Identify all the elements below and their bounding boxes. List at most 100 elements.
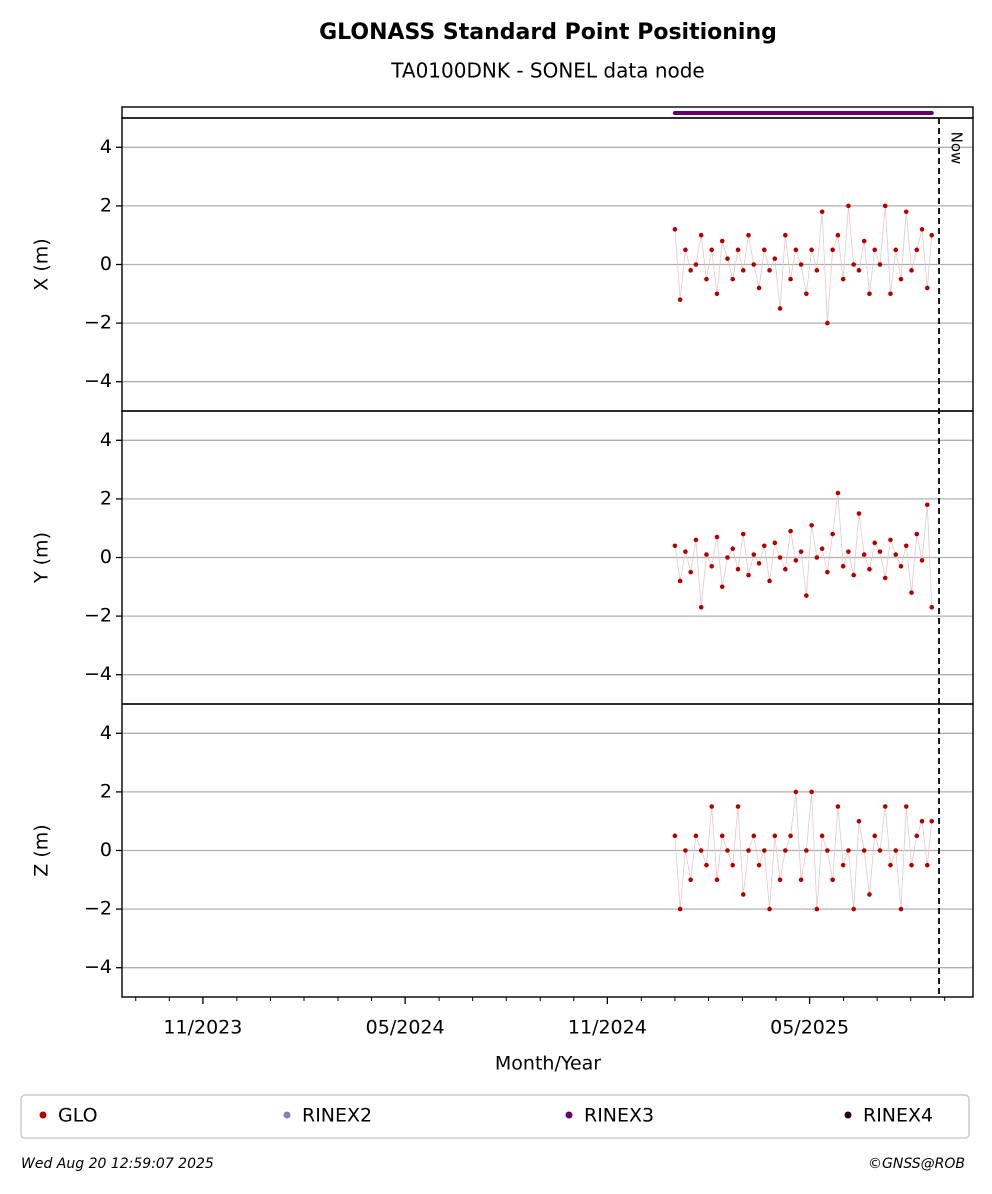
y-tick-label: 4 (100, 136, 112, 158)
data-point (888, 291, 893, 297)
data-point (777, 555, 783, 560)
y-axis-label: X (m) (31, 238, 53, 290)
x-tick-label: 11/2023 (163, 1017, 242, 1039)
legend-marker (565, 1111, 573, 1119)
y-tick-label: 4 (100, 722, 112, 744)
data-point (772, 540, 778, 546)
data-point (672, 227, 678, 232)
y-tick-label: −2 (84, 898, 112, 920)
data-point (856, 511, 862, 516)
data-point (730, 862, 736, 868)
data-point (914, 833, 920, 839)
data-point (756, 285, 762, 291)
data-point (730, 276, 736, 282)
data-point (877, 848, 883, 853)
footer-credit: ©GNSS@ROB (868, 1156, 965, 1172)
data-point (672, 543, 678, 549)
series-line (674, 205, 933, 324)
y-tick-label: −2 (84, 312, 112, 334)
data-point (767, 578, 772, 584)
data-point (804, 848, 809, 853)
data-point (698, 605, 704, 610)
data-point (898, 906, 904, 912)
data-point (914, 531, 920, 537)
data-point (893, 848, 899, 853)
data-point (788, 276, 793, 282)
series-line (674, 492, 933, 608)
data-point (872, 833, 878, 839)
data-point (882, 804, 888, 809)
data-point (704, 862, 709, 868)
data-point (746, 572, 751, 578)
data-point (903, 543, 909, 549)
data-point (924, 862, 930, 868)
data-point (882, 203, 888, 209)
now-label: Now (948, 132, 966, 165)
data-point (798, 262, 804, 267)
data-point (772, 833, 778, 839)
data-point (867, 566, 872, 572)
chart-subtitle: TA0100DNK - SONEL data node (390, 59, 705, 83)
data-point (840, 862, 846, 868)
chart-title: GLONASS Standard Point Positioning (319, 20, 777, 45)
data-point (783, 232, 788, 238)
y-tick-label: −4 (84, 370, 112, 392)
data-point (698, 848, 704, 853)
data-point (909, 268, 914, 273)
data-point (714, 877, 720, 883)
data-point (872, 540, 878, 546)
data-point (924, 502, 930, 508)
data-point (788, 528, 793, 534)
data-point (893, 552, 899, 557)
data-point (898, 276, 904, 282)
series-line (674, 791, 933, 910)
data-point (777, 306, 783, 311)
legend-label: GLO (58, 1105, 98, 1127)
data-point (746, 848, 751, 853)
data-point (898, 563, 904, 569)
data-point (804, 593, 809, 598)
data-point (903, 804, 909, 809)
panel-frame (121, 703, 974, 998)
data-point (693, 537, 699, 543)
y-tick-label: −2 (84, 605, 112, 627)
data-point (793, 247, 799, 253)
data-point (751, 552, 757, 557)
data-point (851, 572, 856, 578)
data-point (683, 247, 688, 253)
data-point (809, 522, 814, 528)
data-point (677, 297, 683, 302)
data-point (861, 238, 867, 244)
data-point (698, 232, 704, 238)
data-point (840, 563, 846, 569)
data-point (677, 578, 683, 584)
legend-marker (844, 1111, 852, 1119)
data-point (730, 546, 736, 552)
data-point (846, 203, 851, 209)
data-point (882, 575, 888, 581)
data-point (856, 268, 862, 273)
data-point (830, 531, 835, 537)
data-point (867, 291, 872, 297)
data-point (725, 555, 730, 560)
data-point (688, 569, 693, 575)
data-point (919, 227, 925, 232)
x-axis-label: Month/Year (495, 1053, 601, 1075)
y-tick-label: 2 (100, 194, 112, 216)
y-tick-label: −4 (84, 663, 112, 685)
legend-marker (39, 1111, 47, 1119)
data-point (751, 833, 757, 839)
data-point (825, 848, 830, 853)
data-point (914, 247, 920, 253)
data-point (840, 276, 846, 282)
legend-marker (283, 1111, 291, 1119)
data-point (903, 209, 909, 215)
data-point (761, 848, 767, 853)
data-point (804, 291, 809, 297)
data-point (830, 247, 835, 253)
x-tick-label: 05/2024 (366, 1017, 445, 1039)
data-point (677, 906, 683, 912)
data-point (835, 232, 841, 238)
data-point (819, 209, 825, 215)
